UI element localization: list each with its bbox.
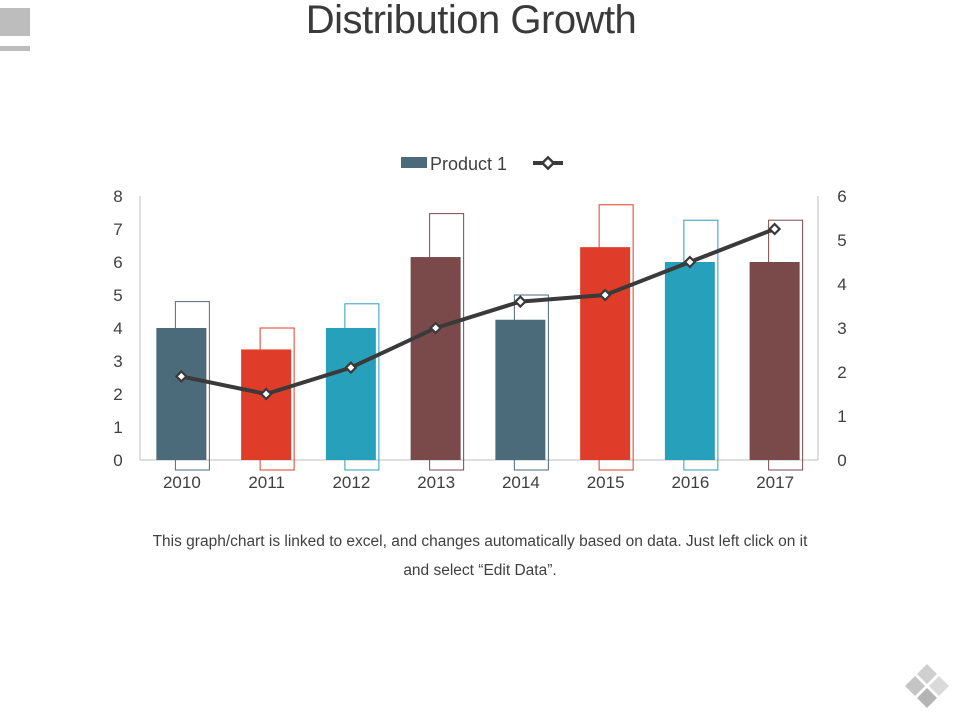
line-series [174,222,782,401]
legend-label-product-1: Product 1 [430,154,507,174]
y-tick-label: 5 [113,286,122,305]
line-point-marker [259,387,273,401]
line-point-marker [344,361,358,375]
x-tick-label: 2010 [163,473,201,492]
legend-diamond-marker [540,155,556,171]
y-tick-label: 2 [113,385,122,404]
outline-series [174,204,804,471]
line-point-marker [768,222,782,236]
legend-swatch-product-1 [401,157,427,168]
y-tick-label: 1 [113,418,122,437]
bar [495,319,546,460]
x-tick-label: 2011 [248,473,285,492]
bar [410,257,461,460]
bar [749,262,800,460]
bar [241,349,292,460]
x-tick-label: 2015 [587,473,625,492]
y2-tick-label: 5 [837,231,846,250]
corner-block-icon [0,8,30,51]
y-tick-label: 7 [113,220,122,239]
y2-tick-label: 3 [837,319,846,338]
y2-tick-label: 4 [837,275,846,294]
x-tick-label: 2014 [502,473,540,492]
bar-series [156,247,800,460]
y-tick-label: 0 [113,451,122,470]
trend-line [180,227,776,396]
bar [156,328,207,460]
line-point-marker [513,295,527,309]
axis-labels: 0 1 2 3 4 5 6 7 8 0 1 2 3 4 5 6 2010 2011 2012 2013 2014 2015… [113,187,846,492]
line-point-marker [174,369,188,383]
y2-tick-label: 1 [837,407,846,426]
line-point-marker [598,288,612,302]
y-tick-label: 4 [113,319,122,338]
page-title: Distribution Growth [305,0,637,42]
x-tick-label: 2016 [671,473,709,492]
bar [664,262,715,460]
x-tick-label: 2012 [332,473,370,492]
chart-caption: This graph/chart is linked to excel, and… [152,533,808,579]
y2-tick-label: 0 [837,451,846,470]
bar [325,328,376,460]
line-point-marker [683,255,697,269]
x-tick-label: 2017 [756,473,794,492]
bar [580,247,631,460]
chart-legend: Product 1 [401,154,563,174]
line-point-marker [429,321,443,335]
y2-tick-label: 6 [837,187,846,206]
y-tick-label: 8 [113,187,122,206]
x-tick-label: 2013 [417,473,455,492]
y-tick-label: 3 [113,352,122,371]
diamond-logo-icon [905,664,949,708]
y-tick-label: 6 [113,253,122,272]
y2-tick-label: 2 [837,363,846,382]
